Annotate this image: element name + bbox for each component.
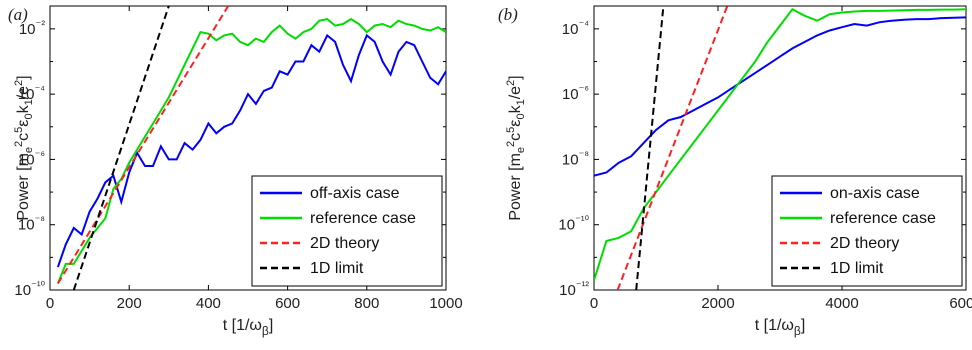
y-tick-label: 10⁻⁶ (562, 84, 589, 103)
series-group (594, 6, 966, 290)
legend-label: reference case (830, 210, 936, 227)
x-tick-label: 400 (196, 295, 221, 312)
y-axis-label: Power [me2c5ε0k1/e2] (13, 75, 35, 220)
series-line-2d-theory (616, 6, 729, 290)
y-tick-label: 10⁻¹² (559, 280, 589, 299)
legend-label: on-axis case (830, 185, 920, 202)
series-group (56, 6, 446, 290)
x-tick-label: 2000 (701, 295, 734, 312)
x-tick-label: 800 (354, 295, 379, 312)
y-tick-label: 10⁻¹⁰ (14, 280, 45, 299)
plot-area (49, 5, 447, 291)
y-tick-label: 10⁻¹⁰ (558, 215, 589, 234)
x-tick-label: 4000 (825, 295, 858, 312)
y-tick-label: 10⁻⁶ (18, 149, 45, 168)
series-line-off-axis-case (56, 33, 446, 268)
series-line-2d-theory (57, 6, 230, 285)
y-tick-label: 10⁻⁴ (18, 84, 45, 103)
y-tick-label: 10⁻² (19, 19, 45, 38)
legend-label: 2D theory (830, 235, 899, 252)
plot-area (593, 5, 967, 291)
y-tick-label: 10⁻⁴ (562, 19, 589, 38)
legend: off-axis case reference case 2D theory 1D l… (251, 175, 443, 287)
panel-label: (a) (8, 5, 28, 24)
series-line-on-axis-case (594, 16, 966, 177)
x-tick-label: 0 (46, 295, 54, 312)
x-tick-label: 600 (275, 295, 300, 312)
legend-label: off-axis case (310, 185, 400, 202)
series-line-1d-limit (72, 6, 170, 290)
x-tick-label: 1000 (429, 295, 462, 312)
chart-panel-1: 0 200 400 600 800 1000 10⁻¹⁰ 10⁻⁸ 10⁻⁶ 10⁻⁴ 10⁻² of… (8, 5, 463, 338)
legend-label: reference case (310, 210, 416, 227)
x-axis-label: t [1/ωβ] (755, 317, 806, 338)
x-tick-label: 200 (117, 295, 142, 312)
x-axis-label: t [1/ωβ] (223, 317, 274, 338)
y-tick-label: 10⁻⁸ (562, 149, 589, 168)
x-tick-label: 6000 (949, 295, 972, 312)
legend-label: 1D limit (830, 260, 884, 277)
legend-label: 2D theory (310, 235, 379, 252)
legend: on-axis case reference case 2D theory 1D li… (771, 175, 963, 287)
x-tick-label: 0 (590, 295, 598, 312)
legend-label: 1D limit (310, 260, 364, 277)
y-axis-label: Power [me2c5ε0k1/e2] (505, 75, 527, 220)
chart-panel-2: 0 2000 4000 6000 10⁻¹² 10⁻¹⁰ 10⁻⁸ 10⁻⁶ 10⁻⁴ on-ax… (498, 5, 972, 338)
panel-label: (b) (498, 5, 518, 24)
series-line-1d-limit (635, 6, 665, 290)
y-tick-label: 10⁻⁸ (18, 215, 45, 234)
